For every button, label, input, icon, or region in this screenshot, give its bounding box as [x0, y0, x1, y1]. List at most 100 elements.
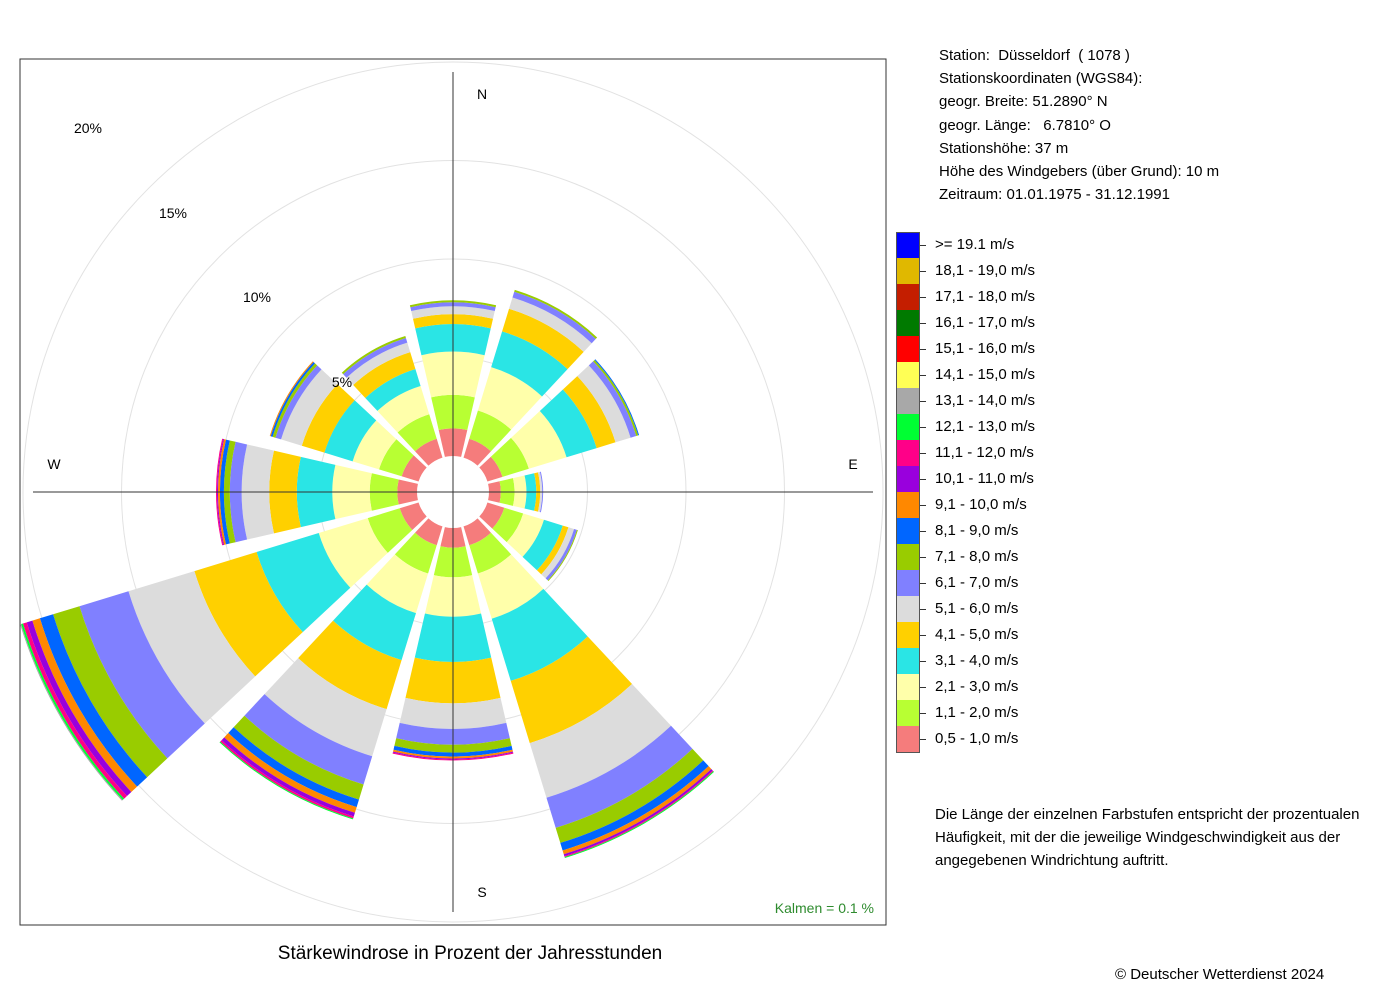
legend-item: 8,1 - 9,0 m/s — [896, 518, 1116, 544]
wind-segment — [541, 527, 575, 579]
wind-segment — [477, 554, 544, 619]
legend-swatch — [896, 674, 920, 700]
legend-item: 12,1 - 13,0 m/s — [896, 414, 1116, 440]
legend-tick — [920, 271, 926, 272]
legend-label: 0,5 - 1,0 m/s — [935, 730, 1019, 747]
compass-label-e: E — [848, 456, 857, 472]
ring-label: 20% — [74, 120, 102, 136]
wind-segment — [272, 363, 318, 438]
wind-segment — [512, 291, 596, 344]
period: Zeitraum: 01.01.1975 - 31.12.1991 — [939, 186, 1170, 204]
legend-swatch — [896, 362, 920, 388]
legend-tick — [920, 713, 926, 714]
wind-segment — [577, 365, 631, 443]
legend-swatch — [896, 726, 920, 752]
wind-segment — [491, 588, 588, 681]
legend-label: 14,1 - 15,0 m/s — [935, 366, 1036, 383]
legend-swatch — [896, 388, 920, 414]
compass-label-n: N — [477, 86, 487, 102]
wind-segment — [379, 439, 414, 477]
wind-segment — [53, 606, 168, 778]
latitude: geogr. Breite: 51.2890° N — [939, 93, 1108, 111]
legend-item: 5,1 - 6,0 m/s — [896, 596, 1116, 622]
wind-segment — [392, 751, 514, 760]
wind-segment — [469, 532, 512, 574]
station-info: Station: Düsseldorf ( 1078 ) Stationskoo… — [939, 44, 1219, 206]
wind-segment — [343, 337, 408, 378]
legend-swatch — [896, 518, 920, 544]
wind-segment — [233, 715, 364, 800]
wind-segment — [79, 591, 205, 759]
legend-item: 18,1 - 19,0 m/s — [896, 258, 1116, 284]
compass-label-w: W — [47, 456, 61, 472]
calm-label: Kalmen = 0.1 % — [775, 900, 874, 916]
legend-swatch — [896, 258, 920, 284]
wind-segment — [546, 725, 693, 828]
chart-labels: N E S W 5% 10% 15% 20% Kalmen = 0.1 % — [47, 86, 874, 916]
wind-segment — [32, 618, 138, 792]
station-height: Stationshöhe: 37 m — [939, 139, 1069, 157]
wind-segment — [522, 519, 563, 571]
wind-segment — [352, 420, 397, 470]
legend-item: 13,1 - 14,0 m/s — [896, 388, 1116, 414]
legend-tick — [920, 323, 926, 324]
legend-item: 0,5 - 1,0 m/s — [896, 726, 1116, 752]
legend-tick — [920, 635, 926, 636]
wind-segment — [220, 439, 230, 545]
wind-segment — [281, 369, 338, 446]
wind-segment — [479, 502, 505, 529]
legend-item: 1,1 - 2,0 m/s — [896, 700, 1116, 726]
legend-tick — [920, 583, 926, 584]
legend-item: >= 19.1 m/s — [896, 232, 1116, 258]
legend-label: 1,1 - 2,0 m/s — [935, 704, 1019, 721]
legend-tick — [920, 349, 926, 350]
coords-title: Stationskoordinaten (WGS84): — [939, 70, 1143, 88]
wind-segment — [415, 438, 443, 466]
legend-item: 10,1 - 11,0 m/s — [896, 466, 1116, 492]
wind-segment — [399, 502, 427, 530]
legend-swatch — [896, 336, 920, 362]
wind-segment — [365, 369, 421, 411]
wind-segment — [353, 352, 416, 398]
wind-segment — [244, 694, 373, 785]
wind-segment — [588, 361, 637, 438]
wind-segment — [26, 620, 132, 797]
legend-swatch — [896, 622, 920, 648]
legend-tick — [920, 427, 926, 428]
wind-segment — [506, 513, 544, 557]
legend-item: 14,1 - 15,0 m/s — [896, 362, 1116, 388]
ring-label: 10% — [243, 289, 271, 305]
legend-swatch — [896, 492, 920, 518]
legend-swatch — [896, 284, 920, 310]
legend-tick — [920, 505, 926, 506]
legend-item: 9,1 - 10,0 m/s — [896, 492, 1116, 518]
wind-segment — [409, 300, 497, 308]
wind-segment — [264, 658, 387, 757]
legend-label: 13,1 - 14,0 m/s — [935, 392, 1036, 409]
wind-segment — [221, 737, 355, 817]
wind-segment — [463, 438, 491, 466]
wind-segment — [366, 554, 429, 614]
wind-segment — [539, 389, 597, 458]
wind-segment — [509, 297, 592, 352]
wind-segment — [333, 584, 416, 661]
legend-label: 7,1 - 8,0 m/s — [935, 548, 1019, 565]
legend-tick — [920, 609, 926, 610]
legend-item: 3,1 - 4,0 m/s — [896, 648, 1116, 674]
legend-tick — [920, 557, 926, 558]
wind-segment — [502, 308, 584, 370]
wind-segment — [194, 552, 303, 677]
wind-segment — [555, 748, 704, 843]
legend-item: 16,1 - 17,0 m/s — [896, 310, 1116, 336]
legend-swatch — [896, 544, 920, 570]
wind-segment — [324, 400, 377, 462]
legend-tick — [920, 375, 926, 376]
legend-item: 15,1 - 16,0 m/s — [896, 336, 1116, 362]
legend-tick — [920, 479, 926, 480]
legend-label: 11,1 - 12,0 m/s — [935, 444, 1034, 461]
wind-segment — [318, 518, 388, 588]
wind-segment — [298, 620, 402, 710]
wind-segment — [256, 533, 351, 633]
legend-tick — [920, 531, 926, 532]
